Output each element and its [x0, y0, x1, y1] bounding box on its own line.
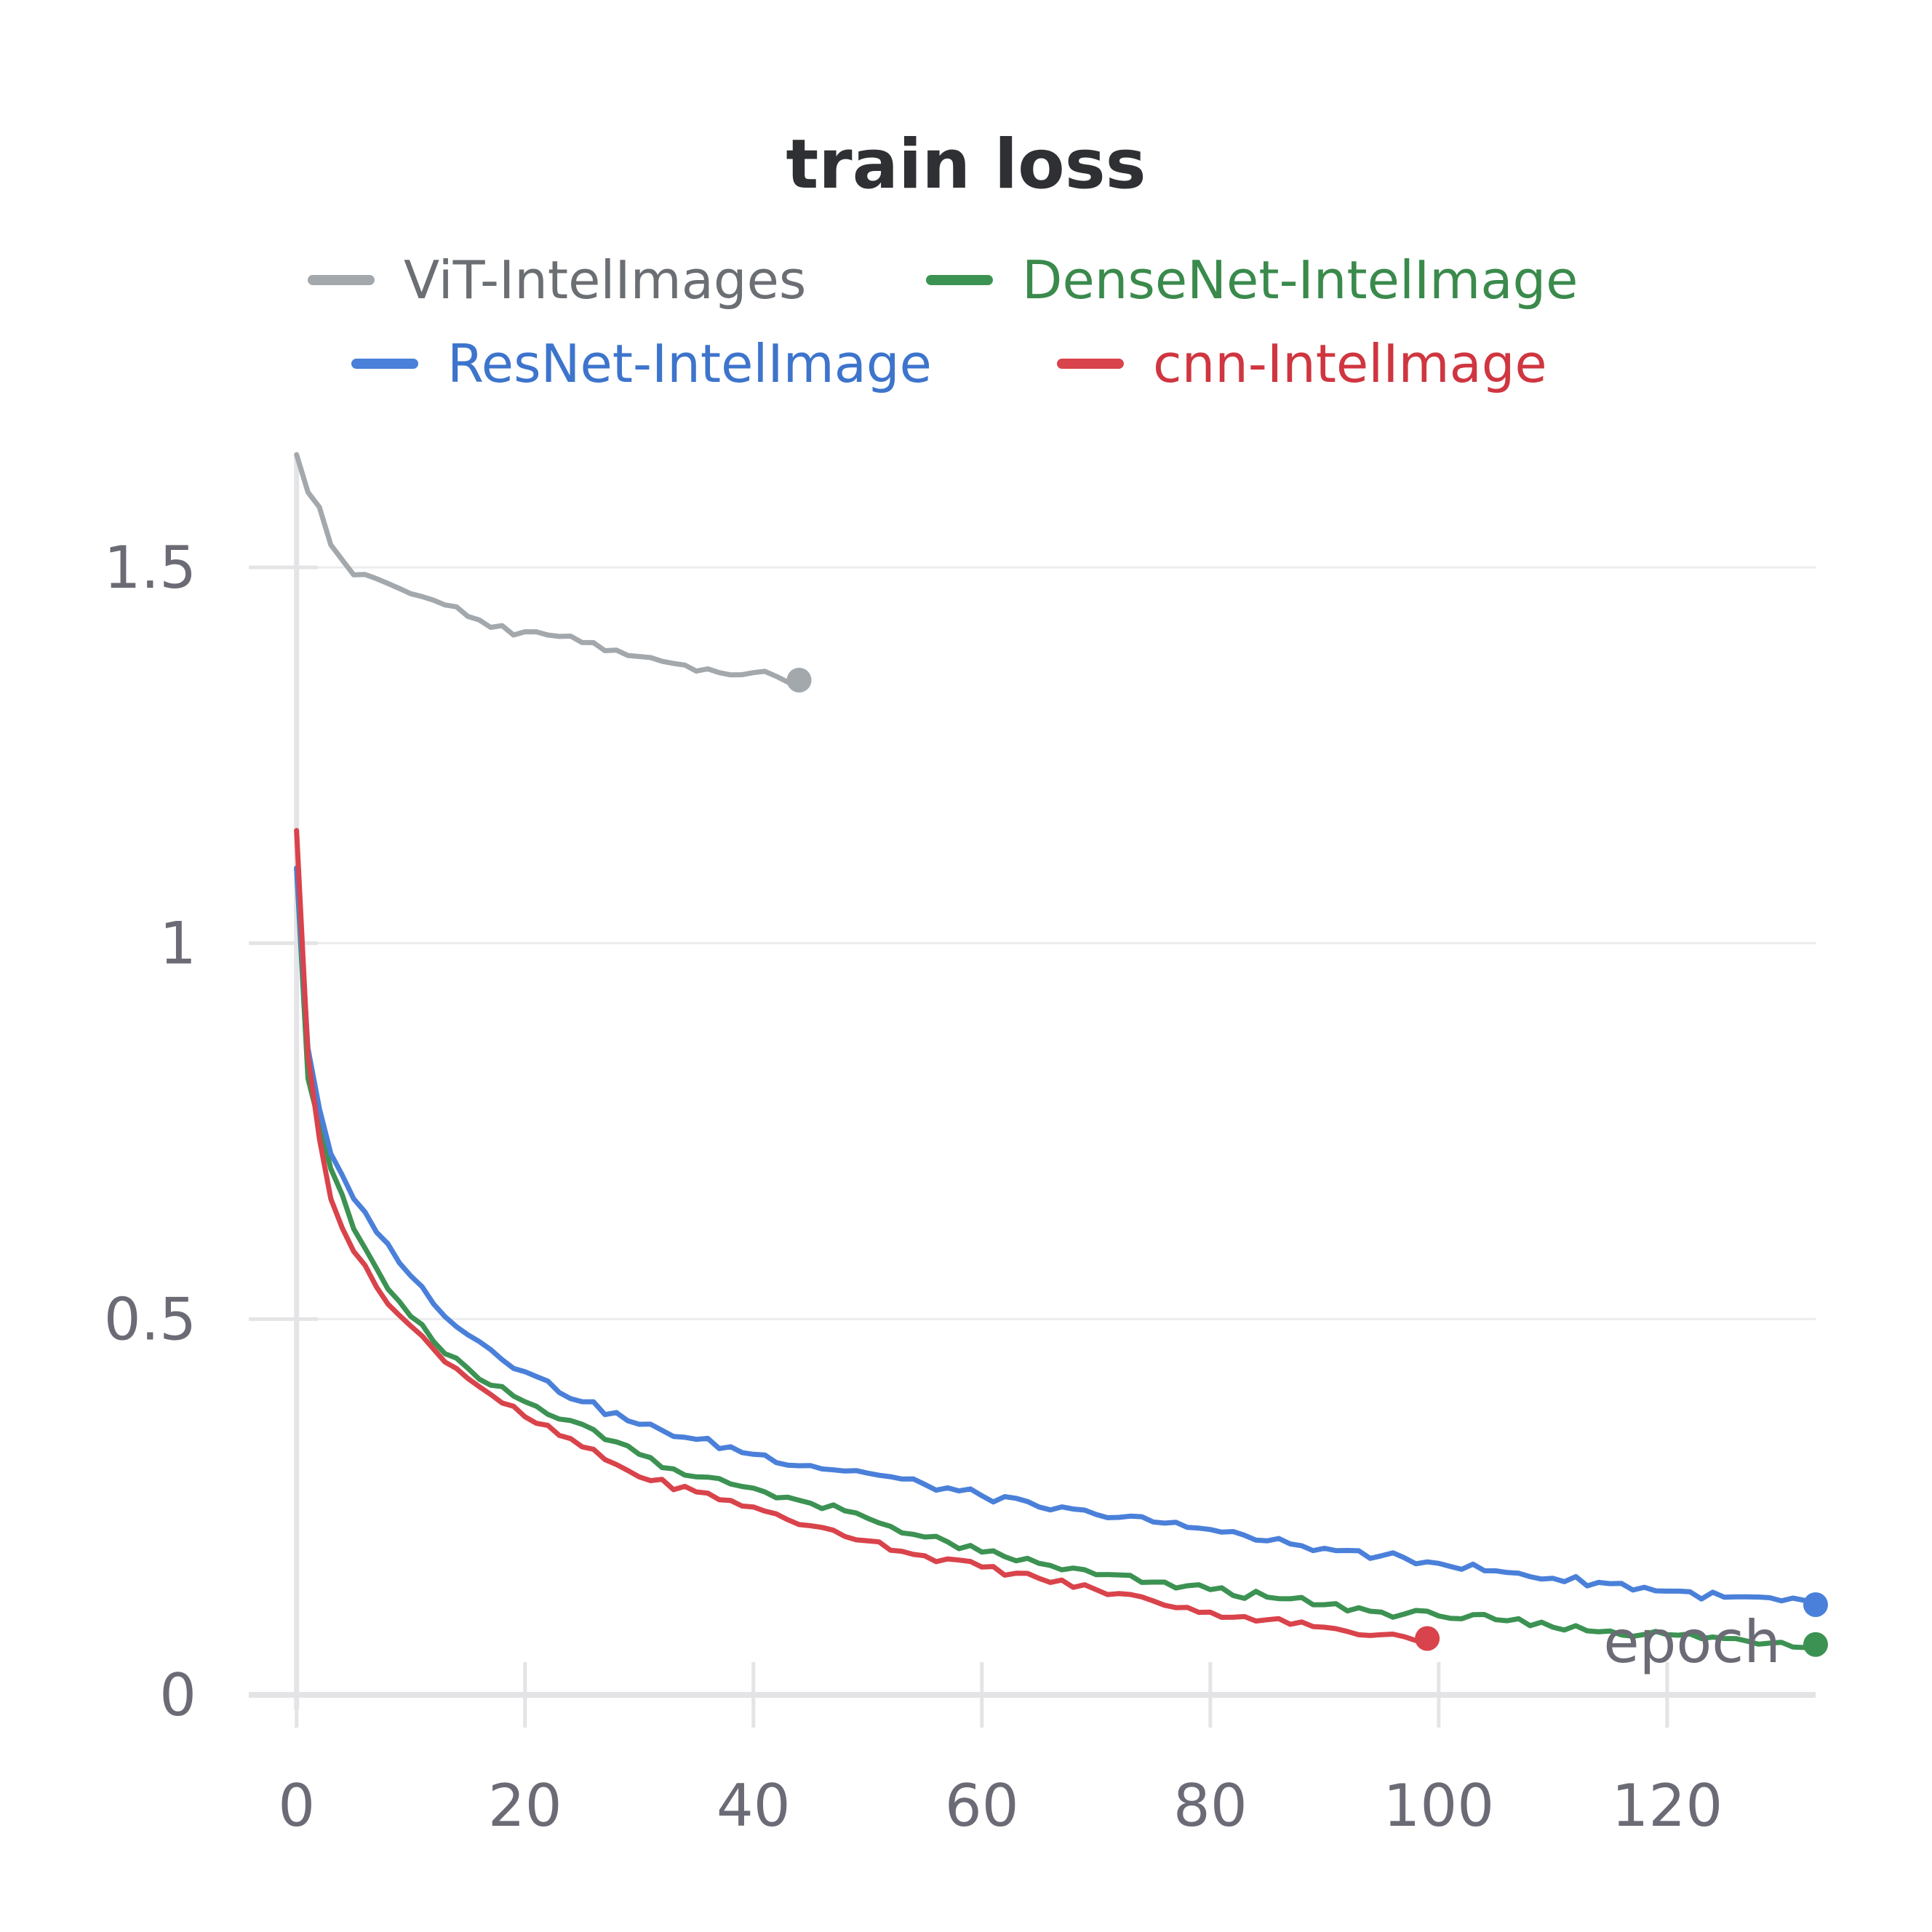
series-endpoint-densenet-intelimage — [1803, 1632, 1828, 1657]
x-axis-title: epoch — [1603, 1608, 1781, 1676]
axes — [249, 455, 1816, 1709]
y-tick-label: 1 — [159, 910, 196, 978]
legend-label: ResNet-IntelImage — [447, 333, 932, 394]
legend-label: ViT-IntelImages — [404, 250, 806, 311]
x-tick-label: 40 — [716, 1772, 791, 1840]
series-lines — [294, 452, 1828, 1657]
series-line-resnet-intelimage — [294, 865, 1819, 1608]
x-tick-label: 120 — [1612, 1772, 1723, 1840]
grid-lines — [249, 566, 1816, 1320]
legend: ViT-IntelImages DenseNet-IntelImage ResNet… — [308, 250, 1578, 394]
series-line-vit-intelimages — [294, 452, 802, 685]
chart-title: train loss — [786, 125, 1146, 204]
y-axis-ticks: 0 0.5 1 1.5 — [104, 534, 318, 1729]
legend-label: cnn-IntelImage — [1153, 333, 1547, 394]
y-tick-label: 0.5 — [104, 1285, 196, 1353]
y-tick-label: 0 — [159, 1661, 196, 1729]
x-tick-label: 20 — [488, 1772, 562, 1840]
series-endpoint-resnet-intelimage — [1803, 1592, 1828, 1617]
y-tick-label: 1.5 — [104, 534, 196, 602]
x-tick-label: 0 — [278, 1772, 315, 1840]
series-line-densenet-intelimage — [294, 865, 1819, 1650]
x-tick-label: 60 — [945, 1772, 1019, 1840]
series-endpoint-cnn-intelimage — [1415, 1626, 1440, 1651]
series-line-cnn-intelimage — [294, 828, 1430, 1643]
x-axis-ticks: 0 20 40 60 80 100 120 — [278, 1662, 1723, 1840]
x-tick-label: 100 — [1383, 1772, 1494, 1840]
x-tick-label: 80 — [1173, 1772, 1248, 1840]
legend-label: DenseNet-IntelImage — [1022, 250, 1578, 311]
series-endpoint-vit-intelimages — [786, 668, 812, 692]
